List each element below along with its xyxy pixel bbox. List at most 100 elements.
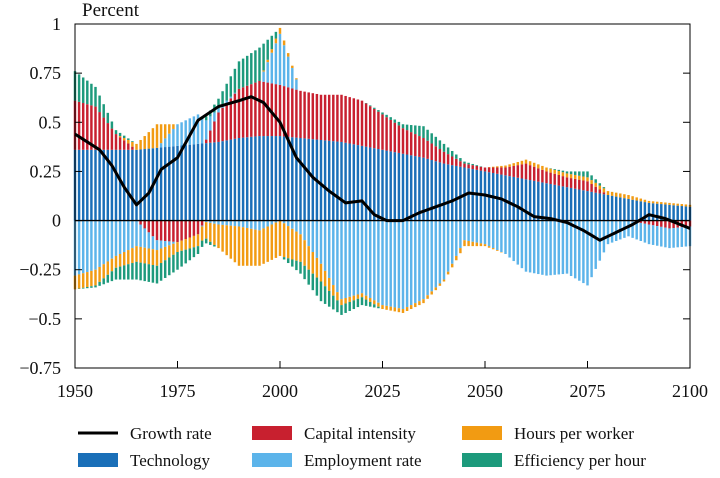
bar-efficiency-per-hour: [164, 260, 166, 278]
bar-efficiency-per-hour: [594, 179, 596, 183]
bar-capital-intensity: [189, 221, 191, 238]
bar-stack: [586, 171, 588, 285]
bar-technology: [541, 182, 543, 220]
bar-stack: [463, 162, 465, 247]
bar-stack: [521, 161, 523, 268]
bar-stack: [152, 128, 154, 283]
bar-employment-rate: [160, 241, 162, 249]
bar-hours-per-worker: [98, 267, 100, 282]
bar-capital-intensity: [238, 89, 240, 138]
bar-capital-intensity: [107, 123, 109, 150]
bar-technology: [361, 146, 363, 221]
bar-efficiency-per-hour: [471, 164, 473, 165]
bar-hours-per-worker: [197, 234, 199, 246]
bar-stack: [291, 66, 293, 267]
bar-capital-intensity: [340, 95, 342, 142]
bar-employment-rate: [365, 221, 367, 296]
bar-technology: [344, 143, 346, 221]
bar-efficiency-per-hour: [123, 136, 125, 138]
bar-capital-intensity: [152, 221, 154, 237]
bar-efficiency-per-hour: [340, 305, 342, 315]
bar-capital-intensity: [357, 99, 359, 145]
bar-hours-per-worker: [152, 249, 154, 265]
bar-technology: [148, 149, 150, 221]
bar-capital-intensity: [205, 140, 207, 144]
bar-stack: [94, 87, 96, 288]
bar-efficiency-per-hour: [189, 248, 191, 260]
bar-stack: [148, 132, 150, 282]
bar-employment-rate: [316, 221, 318, 258]
bar-capital-intensity: [180, 221, 182, 241]
bar-hours-per-worker: [656, 202, 658, 204]
bar-hours-per-worker: [451, 264, 453, 268]
bar-hours-per-worker: [484, 244, 486, 246]
bar-capital-intensity: [246, 86, 248, 138]
bar-capital-intensity: [119, 137, 121, 150]
bar-hours-per-worker: [443, 280, 445, 282]
bar-hours-per-worker: [631, 196, 633, 200]
bar-efficiency-per-hour: [582, 171, 584, 176]
bar-employment-rate: [291, 221, 293, 229]
bar-stack: [672, 203, 674, 247]
bar-employment-rate: [389, 221, 391, 307]
bar-technology: [455, 166, 457, 221]
bar-stack: [488, 167, 490, 248]
bar-capital-intensity: [279, 85, 281, 136]
bar-employment-rate: [353, 221, 355, 296]
bar-hours-per-worker: [172, 244, 174, 255]
bar-capital-intensity: [558, 175, 560, 186]
bar-employment-rate: [266, 221, 268, 227]
bar-hours-per-worker: [271, 49, 273, 53]
bar-efficiency-per-hour: [373, 108, 375, 109]
bar-employment-rate: [102, 221, 104, 265]
bar-employment-rate: [471, 221, 473, 242]
bar-technology: [553, 185, 555, 221]
bar-hours-per-worker: [168, 124, 170, 133]
bar-stack: [176, 124, 178, 269]
bar-employment-rate: [492, 221, 494, 249]
bar-efficiency-per-hour: [402, 124, 404, 128]
bar-employment-rate: [562, 221, 564, 274]
bar-technology: [295, 138, 297, 221]
bar-employment-rate: [451, 221, 453, 264]
bar-capital-intensity: [164, 221, 166, 241]
bar-hours-per-worker: [287, 53, 289, 57]
bar-employment-rate: [275, 43, 277, 84]
bar-efficiency-per-hour: [250, 53, 252, 84]
bar-stack: [115, 130, 117, 279]
bar-efficiency-per-hour: [131, 263, 133, 280]
bar-efficiency-per-hour: [562, 171, 564, 173]
bar-employment-rate: [525, 221, 527, 272]
bar-capital-intensity: [111, 129, 113, 150]
bar-technology: [537, 182, 539, 221]
bar-hours-per-worker: [131, 248, 133, 263]
bar-technology: [156, 148, 158, 221]
bar-stack: [242, 59, 244, 266]
bar-stack: [119, 133, 121, 280]
bar-hours-per-worker: [82, 273, 84, 288]
bar-hours-per-worker: [590, 180, 592, 184]
bar-hours-per-worker: [180, 241, 182, 251]
bar-technology: [558, 186, 560, 221]
bar-stack: [504, 166, 506, 254]
bar-technology: [512, 177, 514, 221]
bar-technology: [328, 141, 330, 221]
bar-technology: [623, 198, 625, 220]
bar-technology: [168, 147, 170, 221]
bar-hours-per-worker: [225, 225, 227, 255]
bar-hours-per-worker: [640, 199, 642, 202]
bar-hours-per-worker: [328, 278, 330, 291]
bar-hours-per-worker: [123, 138, 125, 140]
bar-capital-intensity: [508, 167, 510, 176]
bar-hours-per-worker: [537, 164, 539, 168]
bar-hours-per-worker: [291, 229, 293, 260]
bar-hours-per-worker: [287, 226, 289, 258]
bar-efficiency-per-hour: [320, 282, 322, 302]
bar-hours-per-worker: [299, 234, 301, 262]
bar-capital-intensity: [168, 221, 170, 242]
bar-stack: [250, 53, 252, 266]
bar-technology: [377, 149, 379, 221]
x-tick-label: 2025: [365, 381, 401, 401]
bar-stack: [525, 160, 527, 272]
bar-efficiency-per-hour: [168, 258, 170, 276]
